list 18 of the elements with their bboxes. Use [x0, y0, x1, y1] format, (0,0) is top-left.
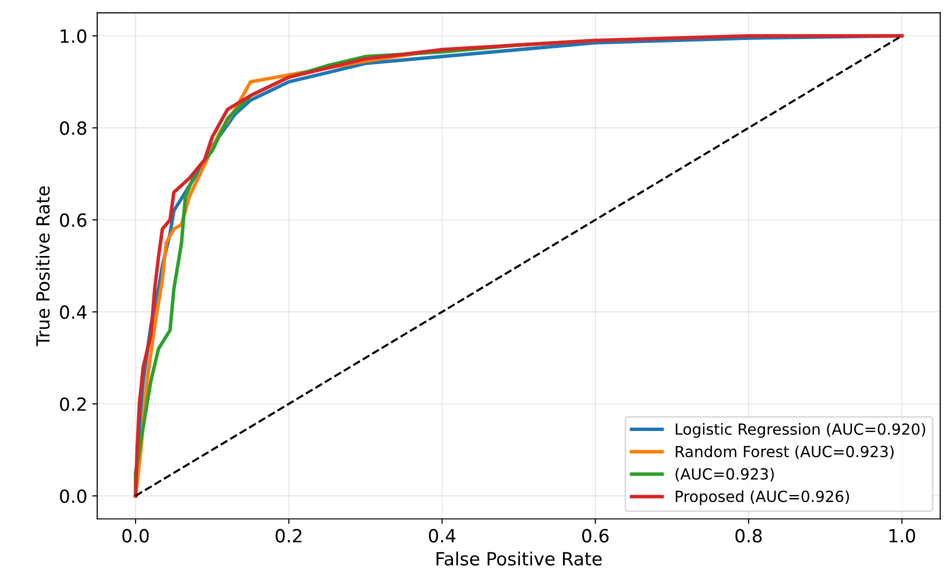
- x-tick-label: 1.0: [890, 528, 916, 543]
- legend-label: Logistic Regression (AUC=0.920): [676, 423, 926, 438]
- y-tick-label: 0.6: [60, 213, 86, 227]
- legend-label: Proposed (AUC=0.926): [676, 490, 849, 506]
- x-tick-label: 0.6: [582, 528, 609, 543]
- y-axis-title: True Positive Rate: [36, 186, 50, 346]
- legend-label: (AUC=0.923): [676, 468, 774, 482]
- y-tick-label: 0.4: [60, 305, 86, 319]
- legend-label: Random Forest (AUC=0.923): [676, 445, 894, 460]
- y-tick-label: 0.0: [60, 489, 86, 503]
- x-tick-label: 0.2: [276, 528, 302, 543]
- x-axis-title: False Positive Rate: [436, 552, 602, 566]
- y-tick-label: 1.0: [60, 29, 86, 43]
- x-tick-label: 0.4: [428, 528, 456, 543]
- y-tick-label: 0.8: [60, 121, 86, 135]
- x-tick-label: 0.8: [735, 528, 762, 543]
- y-tick-label: 0.2: [60, 397, 86, 411]
- x-tick-label: 0.0: [122, 528, 149, 543]
